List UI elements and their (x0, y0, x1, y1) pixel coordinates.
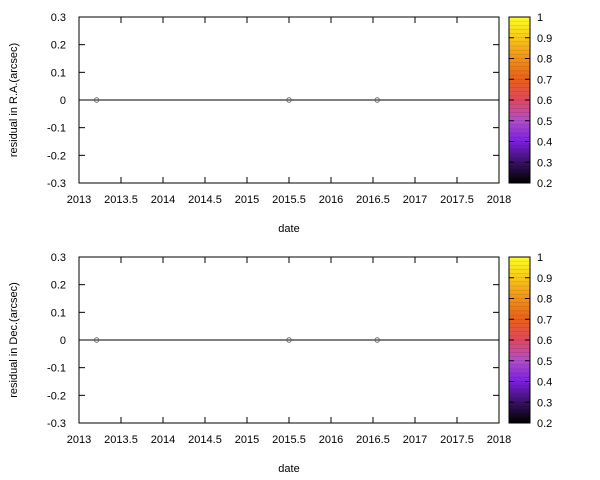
y-tick-label: -0.2 (47, 150, 66, 162)
y-tick-label: 0.2 (51, 280, 66, 292)
x-tick-label: 2013 (67, 194, 91, 206)
x-tick-label: 2014.5 (188, 194, 222, 206)
y-tick-label: 0.1 (51, 307, 66, 319)
x-tick-label: 2015.5 (272, 434, 306, 446)
colorbar-tick-label: 0.4 (537, 137, 552, 149)
y-tick-label: 0.1 (51, 67, 66, 79)
colorbar-tick-label: 0.6 (537, 335, 552, 347)
y-tick-label: -0.3 (47, 178, 66, 190)
colorbar-tick-label: 1 (537, 12, 543, 24)
y-tick-label: 0 (60, 335, 66, 347)
x-tick-label: 2018 (487, 434, 511, 446)
y-tick-label: -0.2 (47, 390, 66, 402)
colorbar-tick-label: 0.9 (537, 33, 552, 45)
data-point (374, 337, 380, 343)
colorbar-tick-label: 0.3 (537, 157, 552, 169)
y-tick-label: 0 (60, 95, 66, 107)
data-point (93, 97, 100, 103)
x-tick-label: 2016.5 (356, 434, 390, 446)
x-tick-label: 2017.5 (440, 194, 474, 206)
y-tick-label: -0.1 (47, 363, 66, 375)
data-point (374, 97, 380, 103)
data-point (286, 337, 292, 343)
x-tick-label: 2015 (235, 434, 259, 446)
colorbar-tick-label: 1 (537, 252, 543, 264)
x-tick-label: 2013 (67, 434, 91, 446)
y-axis-label: residual in R.A.(arcsec) (8, 43, 20, 157)
colorbar-tick-label: 0.4 (537, 377, 552, 389)
x-axis-label: date (278, 463, 299, 475)
y-tick-label: 0.3 (51, 12, 66, 24)
x-tick-label: 2014 (151, 194, 175, 206)
y-tick-label: 0.2 (51, 40, 66, 52)
x-tick-label: 2016 (319, 434, 343, 446)
y-axis-label: residual in Dec.(arcsec) (8, 282, 20, 398)
colorbar-tick-label: 0.9 (537, 273, 552, 285)
y-tick-label: -0.3 (47, 418, 66, 430)
colorbar-tick-label: 0.2 (537, 418, 552, 430)
x-tick-label: 2013.5 (104, 434, 138, 446)
x-tick-label: 2013.5 (104, 194, 138, 206)
x-axis-label: date (278, 223, 299, 235)
colorbar-tick-label: 0.8 (537, 294, 552, 306)
colorbar-tick-label: 0.7 (537, 74, 552, 86)
plot-panel-2: -0.3 -0.2 -0.1 0 0.1 0.2 0.3 2013 2013.5 2014 2014… (8, 252, 552, 475)
x-tick-label: 2018 (487, 194, 511, 206)
x-tick-label: 2017 (403, 434, 427, 446)
y-tick-label: -0.1 (47, 123, 66, 135)
data-point (286, 97, 292, 103)
x-tick-label: 2016.5 (356, 194, 390, 206)
x-tick-label: 2016 (319, 194, 343, 206)
colorbar-tick-label: 0.6 (537, 95, 552, 107)
colorbar-tick-label: 0.2 (537, 178, 552, 190)
x-tick-label: 2015 (235, 194, 259, 206)
x-tick-label: 2014 (151, 434, 175, 446)
x-tick-label: 2014.5 (188, 434, 222, 446)
colorbar-tick-label: 0.5 (537, 356, 552, 368)
y-tick-label: 0.3 (51, 252, 66, 264)
x-tick-label: 2017 (403, 194, 427, 206)
colorbar-tick-label: 0.5 (537, 116, 552, 128)
x-tick-label: 2017.5 (440, 434, 474, 446)
plot-panel-1: -0.3 -0.2 -0.1 0 0.1 0.2 0.3 2013 2013.5 2014 2014… (8, 12, 552, 235)
x-tick-label: 2015.5 (272, 194, 306, 206)
data-point (93, 337, 100, 343)
colorbar-tick-label: 0.8 (537, 54, 552, 66)
colorbar-tick-label: 0.7 (537, 314, 552, 326)
colorbar-tick-label: 0.3 (537, 397, 552, 409)
